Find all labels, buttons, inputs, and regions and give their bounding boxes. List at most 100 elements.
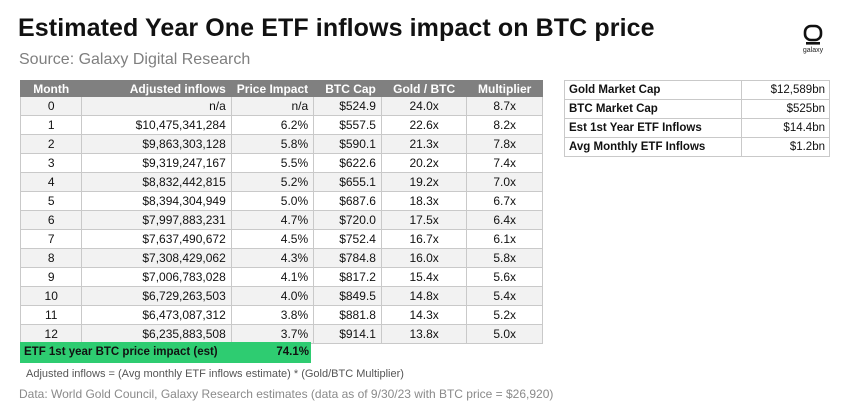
cell-adjusted-inflows: $10,475,341,284 [81,115,232,135]
table-row: 3 $9,319,247,167 5.5% $622.6 20.2x 7.4x [19,153,543,173]
cell-multiplier: 7.4x [466,153,543,173]
cell-gold-btc: 17.5x [380,210,468,230]
cell-price-impact: 4.0% [230,286,315,306]
cell-btc-cap: $524.9 [313,96,382,116]
price-impact-value: 74.1% [248,342,311,363]
table-row: 11 $6,473,087,312 3.8% $881.8 14.3x 5.2x [19,305,543,325]
cell-multiplier: 5.6x [466,267,543,287]
cell-month: 7 [19,229,83,249]
cell-btc-cap: $849.5 [313,286,382,306]
galaxy-logo: galaxy [796,24,830,54]
cell-btc-cap: $622.6 [313,153,382,173]
table-row: 0 n/a n/a $524.9 24.0x 8.7x [19,96,543,116]
cell-month: 5 [19,191,83,211]
cell-gold-btc: 21.3x [380,134,468,154]
table-row: 12 $6,235,883,508 3.7% $914.1 13.8x 5.0x [19,324,543,344]
cell-btc-cap: $784.8 [313,248,382,268]
cell-multiplier: 6.4x [466,210,543,230]
market-cap-table: Gold Market Cap $12,589bn BTC Market Cap $5… [563,80,830,157]
col-header-multiplier: Multiplier [466,80,543,97]
cell-price-impact: n/a [230,96,315,116]
price-impact-summary: ETF 1st year BTC price impact (est) 74.1… [20,342,311,363]
col-header-gold-btc: Gold / BTC [380,80,468,97]
cell-multiplier: 7.8x [466,134,543,154]
cell-price-impact: 4.3% [230,248,315,268]
table-row: 5 $8,394,304,949 5.0% $687.6 18.3x 6.7x [19,191,543,211]
cell-adjusted-inflows: $6,473,087,312 [81,305,232,325]
source-footer: Data: World Gold Council, Galaxy Researc… [19,387,554,401]
cell-month: 1 [19,115,83,135]
cell-price-impact: 3.7% [230,324,315,344]
cell-price-impact: 4.7% [230,210,315,230]
formula-note: Adjusted inflows = (Avg monthly ETF infl… [26,368,404,380]
cell-month: 11 [19,305,83,325]
cell-month: 2 [19,134,83,154]
cell-gold-btc: 16.7x [380,229,468,249]
cell-multiplier: 5.4x [466,286,543,306]
col-header-month: Month [19,80,83,97]
cell-month: 6 [19,210,83,230]
cell-price-impact: 5.8% [230,134,315,154]
cell-adjusted-inflows: $7,637,490,672 [81,229,232,249]
cell-btc-cap: $914.1 [313,324,382,344]
table-row: 10 $6,729,263,503 4.0% $849.5 14.8x 5.4x [19,286,543,306]
market-cap-value: $525bn [741,99,830,119]
table-row: 1 $10,475,341,284 6.2% $557.5 22.6x 8.2x [19,115,543,135]
cell-multiplier: 5.8x [466,248,543,268]
cell-price-impact: 5.0% [230,191,315,211]
table-row: 7 $7,637,490,672 4.5% $752.4 16.7x 6.1x [19,229,543,249]
table-row: 8 $7,308,429,062 4.3% $784.8 16.0x 5.8x [19,248,543,268]
cell-multiplier: 8.7x [466,96,543,116]
cell-month: 3 [19,153,83,173]
galaxy-logo-icon [803,24,823,45]
cell-price-impact: 3.8% [230,305,315,325]
col-header-price-impact: Price Impact [230,80,315,97]
cell-price-impact: 5.5% [230,153,315,173]
cell-gold-btc: 15.4x [380,267,468,287]
cell-btc-cap: $881.8 [313,305,382,325]
cell-adjusted-inflows: $7,308,429,062 [81,248,232,268]
table-body: 0 n/a n/a $524.9 24.0x 8.7x 1 $10,475,341,284 6.… [19,96,543,344]
market-cap-table-body: Gold Market Cap $12,589bn BTC Market Cap $5… [563,80,830,157]
page-subtitle: Source: Galaxy Digital Research [19,51,251,68]
inflows-table: Month Adjusted inflows Price Impact BTC … [19,80,543,344]
cell-btc-cap: $687.6 [313,191,382,211]
cell-adjusted-inflows: $8,394,304,949 [81,191,232,211]
table-header-row: Month Adjusted inflows Price Impact BTC … [19,80,543,97]
cell-btc-cap: $557.5 [313,115,382,135]
galaxy-logo-text: galaxy [802,47,824,54]
market-cap-label: Est 1st Year ETF Inflows [563,118,743,138]
cell-btc-cap: $720.0 [313,210,382,230]
cell-gold-btc: 18.3x [380,191,468,211]
cell-multiplier: 7.0x [466,172,543,192]
cell-adjusted-inflows: $7,997,883,231 [81,210,232,230]
cell-btc-cap: $817.2 [313,267,382,287]
cell-price-impact: 4.5% [230,229,315,249]
cell-month: 10 [19,286,83,306]
market-cap-value: $14.4bn [741,118,830,138]
col-header-btc-cap: BTC Cap [313,80,382,97]
cell-adjusted-inflows: $8,832,442,815 [81,172,232,192]
cell-price-impact: 4.1% [230,267,315,287]
cell-month: 0 [19,96,83,116]
cell-month: 4 [19,172,83,192]
cell-gold-btc: 16.0x [380,248,468,268]
col-header-adjusted-inflows: Adjusted inflows [81,80,232,97]
cell-month: 8 [19,248,83,268]
market-cap-value: $1.2bn [741,137,830,157]
cell-btc-cap: $655.1 [313,172,382,192]
cell-month: 9 [19,267,83,287]
cell-multiplier: 5.0x [466,324,543,344]
cell-gold-btc: 20.2x [380,153,468,173]
price-impact-label: ETF 1st year BTC price impact (est) [20,342,248,363]
cell-multiplier: 6.7x [466,191,543,211]
cell-multiplier: 8.2x [466,115,543,135]
cell-adjusted-inflows: n/a [81,96,232,116]
cell-btc-cap: $752.4 [313,229,382,249]
cell-gold-btc: 14.3x [380,305,468,325]
cell-adjusted-inflows: $9,863,303,128 [81,134,232,154]
market-cap-row: BTC Market Cap $525bn [563,99,830,119]
cell-adjusted-inflows: $6,235,883,508 [81,324,232,344]
cell-gold-btc: 13.8x [380,324,468,344]
market-cap-row: Avg Monthly ETF Inflows $1.2bn [563,137,830,157]
